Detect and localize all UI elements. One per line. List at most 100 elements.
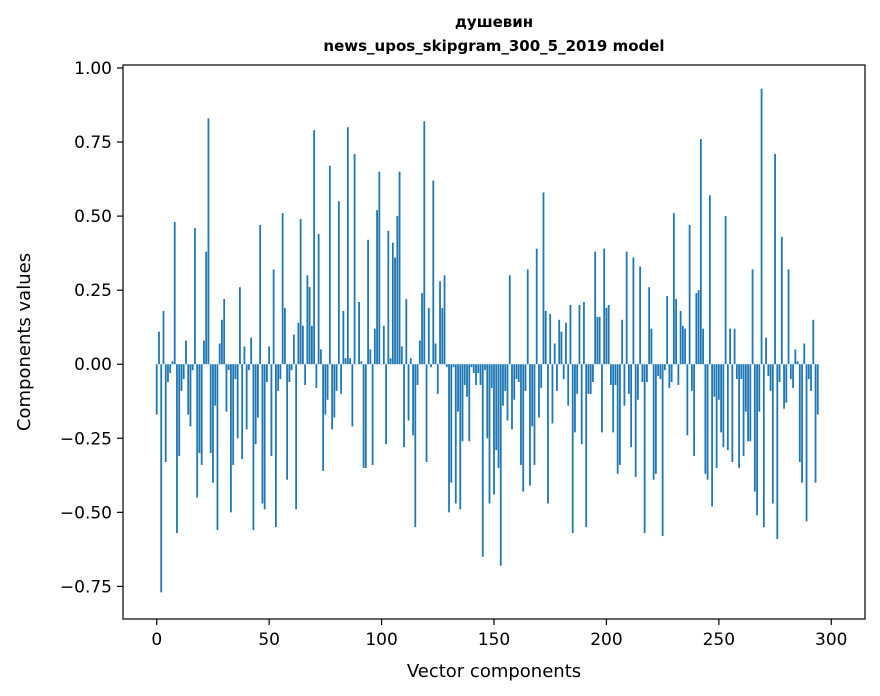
bar [382,325,385,365]
bar [771,364,774,504]
bar [279,364,282,380]
bar [607,304,610,365]
bar [171,361,174,365]
bar [373,328,376,365]
bar [367,239,369,365]
x-tick-label: 100 [365,630,397,650]
bar [562,364,565,380]
bar [574,364,576,433]
bar [547,364,549,504]
bar [520,364,522,465]
bar [468,364,471,442]
bar [549,313,552,365]
bar [654,364,657,474]
bar [641,364,644,382]
bar [162,310,165,365]
bar [495,364,498,451]
bar [205,251,208,365]
bar [488,364,491,504]
bar [185,340,187,365]
bar [180,364,183,391]
bar [297,322,300,365]
bar [715,364,718,468]
bar [335,364,338,391]
bar [212,364,214,483]
bar [221,319,223,365]
bar [616,364,619,474]
bar [652,364,655,480]
bar [317,233,320,365]
bar [187,364,190,415]
bar [450,364,453,483]
bar [538,364,540,418]
bar [729,328,731,365]
bar [493,364,495,495]
bar [639,266,642,365]
bar [601,364,603,433]
bar [209,364,212,454]
bar [610,364,612,385]
bar [189,364,192,427]
bar [266,364,268,382]
bar [261,364,264,504]
bar [272,269,275,365]
bar [713,364,716,397]
bar [198,364,201,454]
bar [812,319,815,365]
bar [200,364,203,465]
bar [508,275,511,365]
bar [252,364,255,531]
bar [457,364,459,412]
bar [277,364,280,391]
bar [328,165,331,365]
bar [225,364,228,412]
bar [726,364,729,451]
bar [583,302,585,365]
y-axis-ticks: 1.00 0.75 0.50 0.25 0.00 −0.25 −0.50 −0.75 [60,59,123,597]
bar [461,364,464,442]
bar [792,364,794,388]
bar [612,364,615,433]
bar [423,121,426,365]
bar [490,364,493,388]
plot-frame [122,64,866,620]
bar [322,364,325,471]
bar [407,364,410,421]
bar [524,364,527,391]
bar [526,269,529,365]
bar [376,210,378,365]
bar [432,180,435,365]
bar [560,331,563,365]
bar [544,310,547,365]
bar [436,364,439,394]
bar [585,364,588,528]
bar [342,310,345,365]
bar [596,316,599,365]
bars-group [155,88,819,593]
bar [268,346,271,365]
bar [735,364,738,380]
bar [310,325,313,365]
bar [810,364,812,391]
bar [358,302,360,365]
bar [425,364,428,462]
bar [155,364,158,415]
y-axis-label: Components values [14,253,35,431]
bar [670,364,673,382]
bar [340,364,342,394]
bar [248,364,250,371]
bar [753,364,756,492]
bar [711,364,713,507]
bar [259,224,262,365]
bar [196,364,199,498]
bar [675,299,678,365]
x-tick-label: 300 [815,630,847,650]
bar [479,364,482,385]
bar [315,364,318,388]
bar [643,364,646,534]
bar [720,364,722,433]
bar [529,364,531,486]
bar [540,364,543,388]
bar [481,364,484,557]
bar [234,364,237,380]
